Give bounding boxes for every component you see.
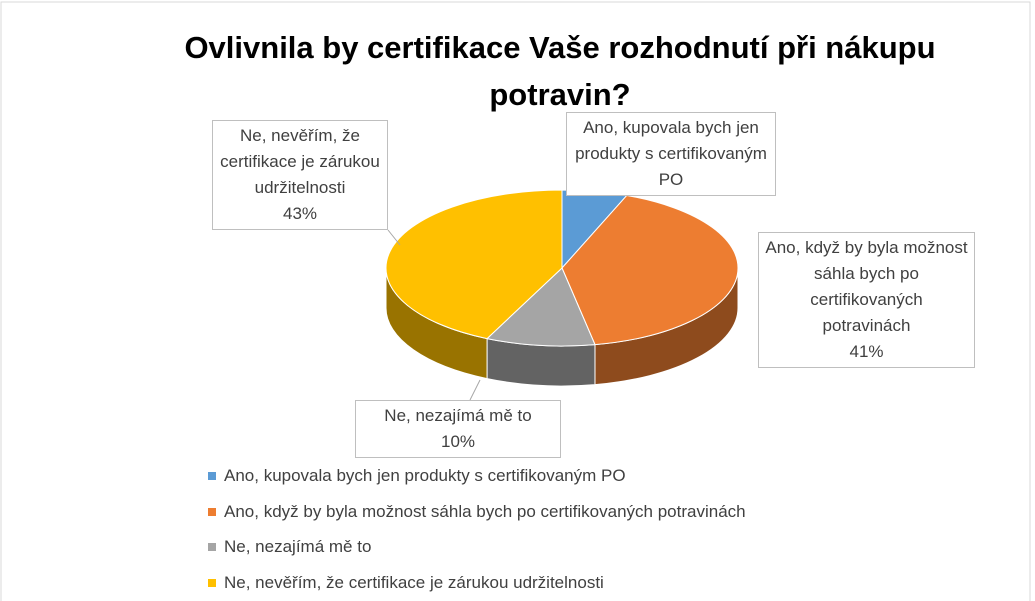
- pie: [385, 189, 739, 387]
- data-label: Ne, nevěřím, že certifikace je zárukou u…: [212, 120, 388, 230]
- legend-item: Ne, nevěřím, že certifikace je zárukou u…: [208, 573, 604, 593]
- legend-item: Ano, kupovala bych jen produkty s certif…: [208, 466, 626, 486]
- leader-line: [387, 229, 401, 246]
- slice: [385, 189, 563, 340]
- legend-swatch: [208, 578, 216, 587]
- data-label: Ano, kupovala bych jen produkty s certif…: [566, 112, 776, 196]
- leader-line: [469, 379, 481, 401]
- legend-label: Ano, když by byla možnost sáhla bych po …: [224, 501, 746, 521]
- data-label-value: 43%: [282, 204, 318, 223]
- legend-swatch: [208, 543, 216, 551]
- legend-label: Ano, kupovala bych jen produkty s certif…: [224, 466, 626, 485]
- data-label-category: Ne, nevěřím, že certifikace je zárukou u…: [220, 126, 380, 197]
- slice: [486, 267, 596, 347]
- data-label: Ano, když by byla možnost sáhla bych po …: [758, 232, 975, 368]
- data-label-category: Ano, kupovala bych jen produkty s certif…: [575, 118, 767, 189]
- data-label-category: Ne, nezajímá mě to: [384, 406, 532, 425]
- slice: [561, 194, 739, 346]
- data-label: Ne, nezajímá mě to 10%: [355, 400, 561, 458]
- legend-item: Ne, nezajímá mě to: [208, 537, 371, 557]
- legend-item: Ano, když by byla možnost sáhla bych po …: [208, 502, 746, 522]
- data-label-value: 10%: [440, 432, 476, 451]
- legend-label: Ne, nevěřím, že certifikace je zárukou u…: [224, 572, 604, 592]
- legend-label: Ne, nezajímá mě to: [224, 537, 372, 556]
- chart-title: Ovlivnila by certifikace Vaše rozhodnutí…: [184, 30, 936, 112]
- data-label-category: Ano, když by byla možnost sáhla bych po …: [765, 238, 968, 335]
- legend-swatch: [208, 472, 216, 480]
- legend-swatch: [208, 507, 216, 516]
- data-label-value: 41%: [849, 342, 884, 361]
